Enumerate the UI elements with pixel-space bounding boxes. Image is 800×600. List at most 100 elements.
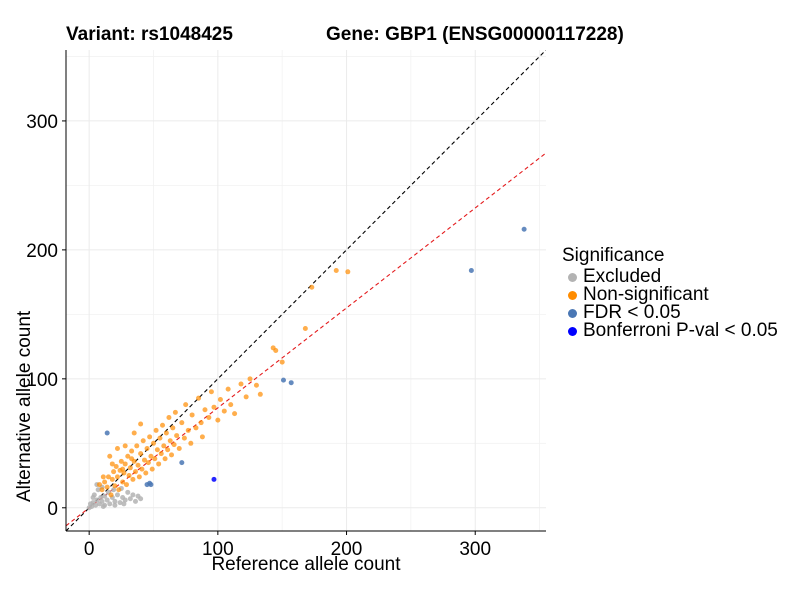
data-point-non-significant: [126, 473, 132, 479]
data-point-non-significant: [232, 411, 238, 417]
data-point-non-significant: [105, 474, 111, 480]
data-point-non-significant: [147, 434, 153, 440]
data-point-non-significant: [152, 456, 158, 462]
data-point-excluded: [102, 493, 108, 499]
data-point-excluded: [125, 489, 131, 495]
data-point-excluded: [112, 502, 118, 508]
data-point-non-significant: [161, 443, 167, 449]
data-point-non-significant: [134, 443, 140, 449]
data-point-non-significant: [221, 408, 227, 414]
data-point-excluded: [104, 497, 110, 503]
data-point-non-significant: [273, 347, 279, 353]
data-point-excluded: [87, 501, 93, 507]
axes: 0 100 200 300 0 100 200 300: [26, 50, 546, 560]
data-point-excluded: [98, 494, 104, 500]
data-point-non-significant: [193, 425, 199, 431]
legend: Significance Excluded Non-significant FDR …: [562, 245, 778, 341]
data-point-non-significant: [144, 445, 150, 451]
data-point-non-significant: [129, 448, 135, 454]
reference-line-1: [66, 50, 546, 531]
data-point-non-significant: [153, 427, 159, 433]
chart-title-gene: Gene: GBP1 (ENSG00000117228): [326, 24, 624, 45]
data-point-non-significant: [140, 438, 146, 444]
data-point-non-significant: [165, 447, 171, 453]
data-point-non-significant: [228, 402, 234, 408]
data-point-non-significant: [151, 440, 157, 446]
data-point-non-significant: [302, 326, 308, 332]
x-tick-label: 0: [84, 539, 95, 560]
data-point-non-significant: [123, 482, 129, 488]
data-point-excluded: [111, 487, 117, 493]
data-point-non-significant: [309, 284, 315, 290]
y-axis-title: Alternative allele count: [14, 310, 35, 502]
y-tick-label: 200: [26, 241, 58, 262]
data-point-non-significant: [198, 420, 204, 426]
data-point-fdr-0-05: [179, 460, 185, 466]
legend-item-non-significant: Non-significant: [562, 284, 778, 305]
y-tick-label: 0: [47, 499, 58, 520]
data-point-non-significant: [158, 451, 164, 457]
data-point-excluded: [130, 492, 136, 498]
data-point-non-significant: [135, 462, 141, 468]
reference-line-2: [66, 152, 546, 527]
legend-label: Bonferroni P-val < 0.05: [583, 320, 778, 341]
data-point-non-significant: [108, 492, 114, 498]
data-point-excluded: [117, 500, 123, 506]
legend-swatch: [568, 308, 577, 318]
data-point-excluded: [127, 496, 133, 502]
y-tick-label: 100: [26, 370, 58, 391]
data-point-fdr-0-05: [521, 226, 527, 232]
data-point-non-significant: [247, 376, 253, 382]
x-tick-label: 200: [331, 539, 363, 560]
legend-item-bonferroni-p-val-0-05: Bonferroni P-val < 0.05: [562, 320, 778, 341]
data-point-non-significant: [130, 476, 136, 482]
x-tick-label: 100: [202, 539, 234, 560]
data-point-non-significant: [122, 443, 128, 449]
data-point-fdr-0-05: [148, 482, 154, 488]
data-point-non-significant: [253, 382, 259, 388]
data-point-non-significant: [156, 461, 162, 467]
data-point-excluded: [94, 497, 100, 503]
data-point-non-significant: [131, 430, 137, 436]
legend-items: Excluded Non-significant FDR < 0.05 Bonferr…: [562, 266, 778, 341]
legend-item-excluded: Excluded: [562, 266, 778, 287]
data-point-non-significant: [109, 461, 115, 467]
data-point-non-significant: [154, 447, 160, 453]
data-point-non-significant: [189, 412, 195, 418]
data-point-excluded: [93, 502, 99, 508]
data-point-excluded: [114, 492, 120, 498]
data-point-non-significant: [196, 395, 202, 401]
data-point-excluded: [122, 497, 128, 503]
data-point-non-significant: [112, 483, 118, 489]
y-tick-label: 300: [26, 112, 58, 133]
data-point-excluded: [132, 498, 138, 504]
data-point-non-significant: [206, 415, 212, 421]
data-point-non-significant: [167, 438, 173, 444]
data-point-non-significant: [104, 484, 110, 490]
data-point-non-significant: [215, 417, 221, 423]
data-point-non-significant: [183, 402, 189, 408]
data-point-non-significant: [109, 476, 115, 482]
data-point-non-significant: [127, 465, 133, 471]
data-point-non-significant: [171, 442, 177, 448]
data-point-non-significant: [139, 466, 145, 472]
data-point-non-significant: [120, 466, 126, 472]
data-point-excluded: [90, 494, 96, 500]
data-point-non-significant: [114, 445, 120, 451]
legend-swatch: [568, 272, 577, 282]
data-point-non-significant: [113, 464, 119, 470]
chart-title-variant: Variant: rs1048425: [66, 24, 233, 45]
data-point-non-significant: [179, 420, 185, 426]
x-tick-label: 300: [459, 539, 491, 560]
data-point-non-significant: [166, 415, 172, 421]
data-point-non-significant: [122, 461, 128, 467]
data-point-excluded: [99, 498, 105, 504]
data-point-non-significant: [141, 457, 147, 463]
data-point-non-significant: [148, 453, 154, 459]
data-point-non-significant: [169, 452, 175, 458]
legend-label: Excluded: [583, 266, 662, 287]
data-point-non-significant: [333, 268, 339, 274]
data-point-non-significant: [149, 466, 155, 472]
data-point-non-significant: [99, 487, 105, 493]
